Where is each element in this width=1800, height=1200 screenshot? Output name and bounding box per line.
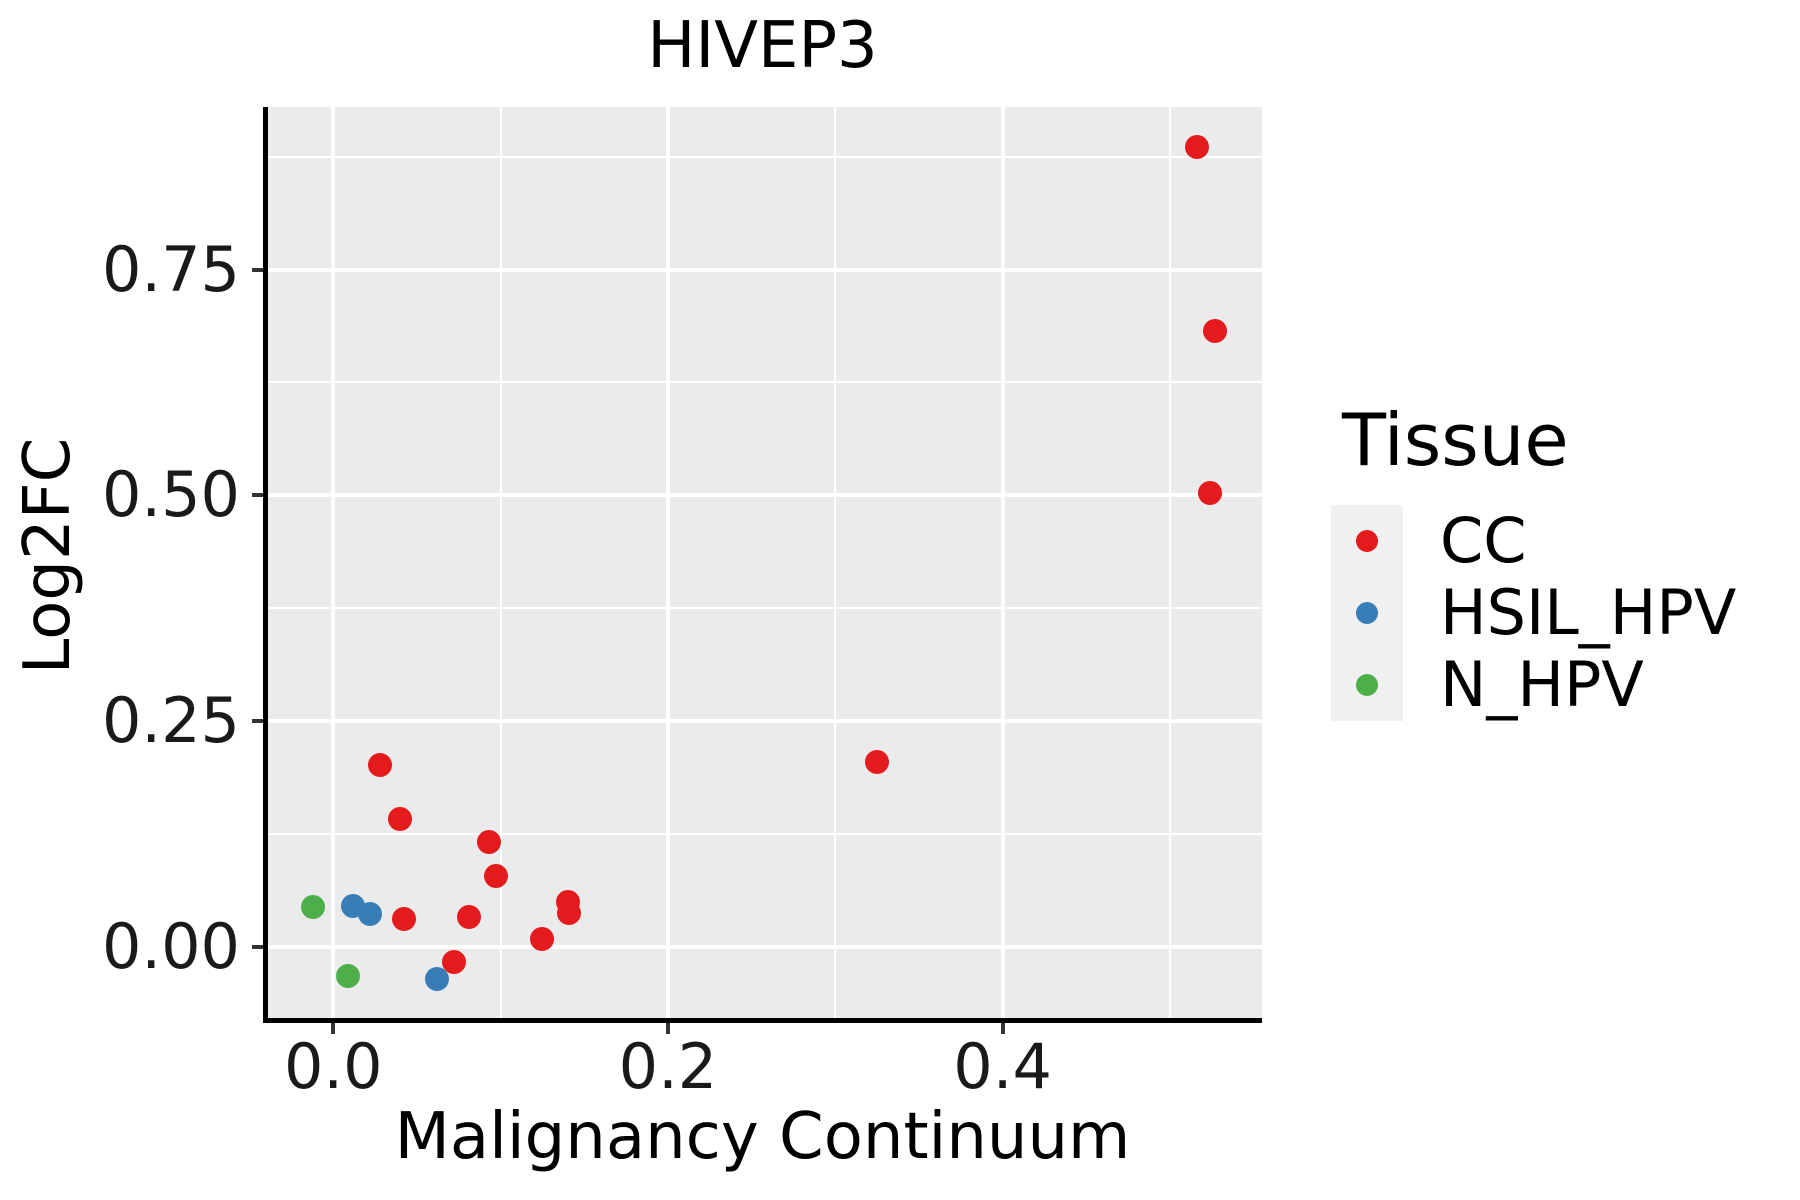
legend-key-dot-CC bbox=[1356, 530, 1378, 552]
x-major-gridline bbox=[665, 107, 670, 1018]
x-tick-label: 0.0 bbox=[283, 1030, 383, 1103]
y-major-gridline bbox=[268, 493, 1262, 498]
y-tick-label: 0.75 bbox=[101, 232, 240, 306]
y-tick-label: 0.00 bbox=[101, 909, 240, 983]
x-tick-mark bbox=[331, 1023, 336, 1034]
y-tick-mark bbox=[252, 718, 263, 723]
plot-title: HIVEP3 bbox=[647, 9, 878, 83]
data-point-CC bbox=[388, 807, 413, 832]
data-point-CC bbox=[483, 864, 508, 889]
legend-title: Tissue bbox=[1342, 398, 1569, 482]
x-major-gridline bbox=[1000, 107, 1005, 1018]
data-point-CC bbox=[1198, 480, 1223, 505]
x-major-gridline bbox=[331, 107, 336, 1018]
x-minor-gridline bbox=[1168, 107, 1171, 1018]
y-major-gridline bbox=[268, 718, 1262, 723]
x-tick-label: 0.2 bbox=[618, 1030, 718, 1103]
data-point-CC bbox=[1203, 318, 1228, 343]
plot-panel bbox=[263, 107, 1262, 1023]
legend-key-dot-HSIL_HPV bbox=[1356, 602, 1378, 624]
y-tick-mark bbox=[252, 493, 263, 498]
y-minor-gridline bbox=[268, 381, 1262, 384]
legend-label-N_HPV: N_HPV bbox=[1440, 648, 1644, 721]
legend-key-dot-N_HPV bbox=[1356, 674, 1378, 696]
y-minor-gridline bbox=[268, 155, 1262, 158]
data-point-N_HPV bbox=[301, 894, 326, 919]
y-minor-gridline bbox=[268, 832, 1262, 835]
data-point-HSIL_HPV bbox=[425, 967, 449, 992]
data-point-CC bbox=[391, 906, 416, 931]
y-tick-label: 0.50 bbox=[101, 458, 240, 532]
y-major-gridline bbox=[268, 944, 1262, 949]
y-tick-mark bbox=[252, 944, 263, 949]
data-point-N_HPV bbox=[336, 964, 361, 989]
x-tick-mark bbox=[1000, 1023, 1005, 1034]
data-point-CC bbox=[1184, 134, 1209, 159]
legend-label-HSIL_HPV: HSIL_HPV bbox=[1440, 576, 1737, 649]
y-major-gridline bbox=[268, 267, 1262, 272]
y-tick-label: 0.25 bbox=[101, 683, 240, 757]
x-axis-title: Malignancy Continuum bbox=[394, 1100, 1131, 1174]
x-minor-gridline bbox=[499, 107, 502, 1018]
data-point-CC bbox=[557, 901, 582, 926]
legend-key-N_HPV bbox=[1331, 649, 1403, 721]
data-point-CC bbox=[530, 927, 555, 952]
data-point-CC bbox=[456, 904, 481, 929]
data-point-HSIL_HPV bbox=[358, 902, 383, 927]
data-point-CC bbox=[865, 750, 890, 775]
data-point-CC bbox=[476, 829, 501, 854]
y-minor-gridline bbox=[268, 607, 1262, 610]
legend-key-CC bbox=[1331, 505, 1403, 577]
x-minor-gridline bbox=[834, 107, 837, 1018]
y-tick-mark bbox=[252, 267, 263, 272]
legend-key-HSIL_HPV bbox=[1331, 577, 1403, 649]
y-axis-title: Log2FC bbox=[11, 437, 85, 675]
x-tick-mark bbox=[665, 1023, 670, 1034]
legend-label-CC: CC bbox=[1440, 504, 1527, 577]
x-tick-label: 0.4 bbox=[953, 1030, 1052, 1103]
data-point-CC bbox=[368, 753, 393, 778]
